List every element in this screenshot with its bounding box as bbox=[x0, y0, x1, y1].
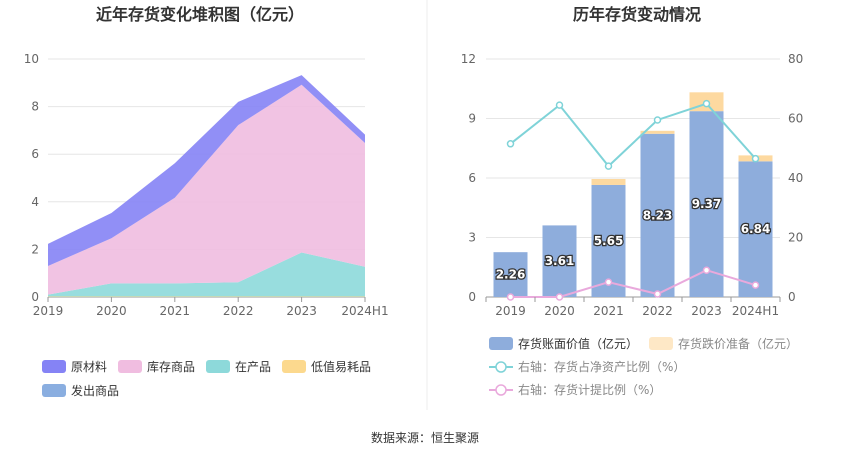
right-right-y-tick: 0 bbox=[788, 290, 796, 304]
area-series-4 bbox=[48, 75, 365, 267]
area-series-2 bbox=[48, 252, 365, 297]
bar-value-label: 3.61 bbox=[545, 254, 575, 268]
line-point-0 bbox=[506, 140, 515, 148]
right-right-y-tick: 80 bbox=[788, 52, 803, 66]
left-y-tick: 4 bbox=[31, 195, 39, 209]
bar-series-0 bbox=[542, 225, 577, 297]
left-x-tick: 2022 bbox=[223, 304, 254, 318]
line-point-0 bbox=[702, 99, 711, 108]
left-y-tick: 10 bbox=[24, 52, 39, 66]
legend-line-marker bbox=[495, 384, 507, 396]
right-bars bbox=[493, 92, 773, 297]
left-y-tick: 0 bbox=[31, 290, 39, 304]
line-series-0 bbox=[509, 102, 757, 168]
bar-value-label: 5.65 bbox=[594, 234, 624, 248]
right-left-y-tick: 9 bbox=[468, 112, 476, 126]
legend-label: 右轴：存货计提比例（%） bbox=[518, 382, 661, 397]
line-series-1 bbox=[510, 269, 756, 298]
left-x-tick: 2024H1 bbox=[341, 304, 388, 318]
line-point-0 bbox=[653, 116, 662, 124]
bar-series-0 bbox=[689, 111, 724, 297]
left-areas bbox=[48, 75, 365, 297]
bar-series-1 bbox=[640, 130, 675, 134]
legend-label: 发出商品 bbox=[71, 383, 119, 398]
right-lines bbox=[506, 99, 760, 301]
right-x-tick: 2020 bbox=[544, 304, 575, 318]
left-x-tick: 2020 bbox=[96, 304, 127, 318]
bar-series-0 bbox=[738, 161, 773, 297]
right-grid bbox=[486, 58, 780, 298]
line-point-0 bbox=[555, 101, 564, 109]
right-x-tick: 2021 bbox=[593, 304, 624, 318]
right-right-y-tick: 60 bbox=[788, 112, 803, 126]
right-left-y-tick: 0 bbox=[468, 290, 476, 304]
legend-label: 存货跌价准备（亿元） bbox=[678, 336, 798, 351]
legend-swatch bbox=[118, 360, 142, 373]
left-chart-title: 近年存货变化堆积图（亿元） bbox=[96, 5, 304, 24]
line-point-1 bbox=[653, 290, 662, 298]
bar-series-0 bbox=[640, 133, 675, 297]
right-right-y-tick: 40 bbox=[788, 171, 803, 185]
right-left-y-tick: 3 bbox=[468, 231, 476, 245]
right-legend: 存货账面价值（亿元） 存货跌价准备（亿元） 右轴：存货占净资产比例（%） 右轴：存货计… bbox=[489, 336, 798, 397]
right-left-y-tick: 12 bbox=[461, 52, 476, 66]
left-y-tick: 8 bbox=[31, 100, 39, 114]
legend-label: 右轴：存货占净资产比例（%） bbox=[518, 359, 685, 374]
legend-label: 原材料 bbox=[71, 360, 107, 374]
right-chart-title: 历年存货变动情况 bbox=[573, 5, 701, 24]
bar-series-0 bbox=[493, 252, 528, 297]
bar-value-label: 8.23 bbox=[643, 208, 673, 222]
bar-value-label: 9.37 bbox=[692, 197, 722, 211]
legend-label: 库存商品 bbox=[147, 359, 195, 374]
left-x-tick: 2021 bbox=[160, 304, 191, 318]
left-y-tick: 2 bbox=[31, 242, 39, 256]
left-x-tick: 2023 bbox=[286, 304, 317, 318]
stacked-bar-line-chart: 历年存货变动情况 2.26 3.61 5.65 8.23 9.37 6.84 0 3 6 9 12… bbox=[461, 5, 804, 397]
right-x-axis: 2019 2020 2021 2022 2023 2024H1 bbox=[485, 297, 781, 318]
right-x-tick: 2024H1 bbox=[732, 304, 779, 318]
left-x-axis: 2019 2020 2021 2022 2023 2024H1 bbox=[33, 297, 389, 318]
left-y-axis: 0 2 4 6 8 10 bbox=[24, 52, 39, 304]
right-right-y-axis: 0 20 40 60 80 bbox=[788, 52, 803, 304]
bar-series-0 bbox=[591, 184, 626, 297]
bar-series-1 bbox=[591, 178, 626, 185]
line-point-0 bbox=[751, 154, 760, 163]
legend-label: 低值易耗品 bbox=[311, 359, 371, 374]
right-x-tick: 2022 bbox=[642, 304, 673, 318]
right-right-y-tick: 20 bbox=[788, 231, 803, 245]
right-left-y-axis: 0 3 6 9 12 bbox=[461, 52, 476, 304]
left-y-tick: 6 bbox=[31, 147, 39, 161]
right-left-y-tick: 6 bbox=[468, 171, 476, 185]
legend-swatch bbox=[649, 337, 673, 350]
bar-value-label: 6.84 bbox=[741, 222, 771, 236]
legend-swatch bbox=[42, 384, 66, 397]
area-series-3 bbox=[48, 84, 365, 295]
line-point-0 bbox=[604, 162, 613, 170]
right-x-tick: 2019 bbox=[495, 304, 526, 318]
line-point-1 bbox=[604, 278, 613, 286]
legend-label: 存货账面价值（亿元） bbox=[518, 336, 638, 351]
left-x-tick: 2019 bbox=[33, 304, 64, 318]
line-point-1 bbox=[555, 293, 564, 301]
legend-swatch bbox=[489, 337, 513, 350]
right-x-tick: 2023 bbox=[691, 304, 722, 318]
legend-swatch bbox=[42, 360, 66, 373]
legend-line-marker bbox=[495, 361, 507, 373]
right-bar-labels: 2.26 3.61 5.65 8.23 9.37 6.84 bbox=[494, 196, 771, 283]
line-point-1 bbox=[506, 293, 515, 301]
legend-swatch bbox=[206, 360, 230, 373]
line-point-1 bbox=[702, 266, 711, 274]
legend-swatch bbox=[282, 360, 306, 373]
bar-value-label: 2.26 bbox=[496, 268, 526, 282]
legend-label: 在产品 bbox=[235, 360, 271, 374]
line-point-1 bbox=[751, 281, 760, 289]
data-source: 数据来源：恒生聚源 bbox=[371, 430, 479, 445]
